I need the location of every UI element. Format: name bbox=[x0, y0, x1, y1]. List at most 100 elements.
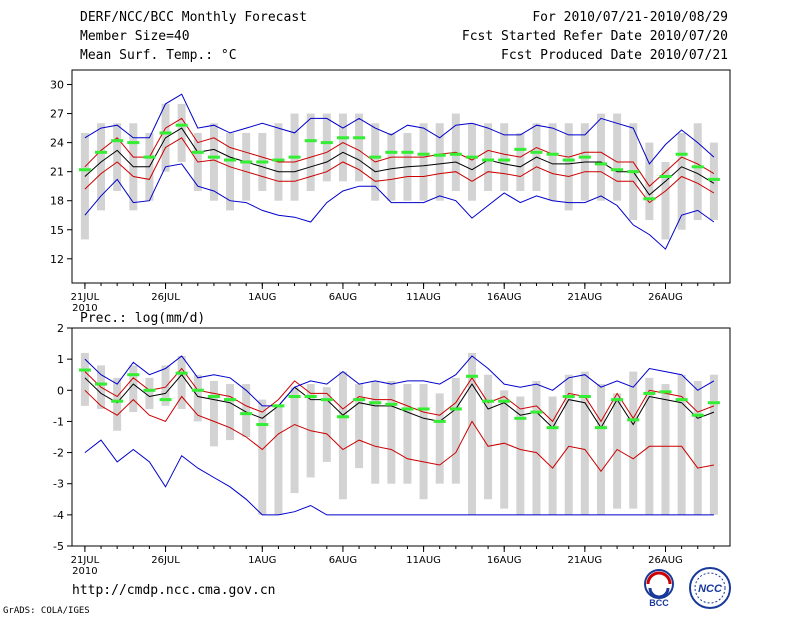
panel2-green-mark-38 bbox=[675, 398, 688, 402]
panel1-green-mark-22 bbox=[417, 152, 430, 156]
panel2-box-23 bbox=[435, 393, 444, 484]
panel2-box-5 bbox=[145, 377, 154, 409]
panel2-xtick-sublabel: 2010 bbox=[72, 566, 97, 577]
panel1-box-30 bbox=[548, 123, 557, 201]
chart-title: DERF/NCC/BCC Monthly Forecast bbox=[80, 10, 307, 25]
panel1-box-26 bbox=[484, 123, 493, 192]
panel2-green-mark-25 bbox=[465, 374, 478, 378]
panel2-box-4 bbox=[129, 365, 138, 413]
panel2-green-mark-27 bbox=[498, 399, 511, 403]
panel2-green-mark-2 bbox=[95, 382, 108, 386]
panel1-green-mark-25 bbox=[465, 155, 478, 159]
panel1-green-mark-3 bbox=[111, 139, 124, 143]
panel2-green-mark-13 bbox=[272, 404, 285, 408]
panel2-box-25 bbox=[467, 352, 476, 515]
panel1-box-9 bbox=[209, 123, 218, 201]
panel1-green-mark-15 bbox=[304, 139, 317, 143]
panel2-box-27 bbox=[500, 390, 509, 509]
panel1-green-mark-20 bbox=[385, 150, 398, 154]
panel1-green-mark-24 bbox=[449, 152, 462, 156]
panel1-green-mark-39 bbox=[691, 165, 704, 169]
panel2-box-34 bbox=[613, 393, 622, 509]
panel2-xtick-label: 21AUG bbox=[568, 555, 603, 566]
panel2-series-lower-red bbox=[84, 389, 714, 473]
panel2-box-16 bbox=[322, 387, 331, 462]
panel2-green-mark-31 bbox=[562, 395, 575, 399]
panel2-box-33 bbox=[596, 384, 605, 515]
panel2-ytick-label: -2 bbox=[53, 447, 64, 460]
panel2-xtick-label: 6AUG bbox=[329, 555, 357, 566]
panel2-xtick-label: 21JUL bbox=[71, 555, 100, 566]
grads-credit: GrADS: COLA/IGES bbox=[3, 606, 90, 616]
panel2-green-mark-28 bbox=[514, 416, 527, 420]
panel2-green-mark-24 bbox=[449, 407, 462, 411]
panel2-green-mark-18 bbox=[353, 398, 366, 402]
panel1-ytick-label: 24 bbox=[50, 137, 64, 150]
panel1-green-mark-33 bbox=[594, 162, 607, 166]
panel1-green-mark-1 bbox=[78, 168, 91, 172]
panel1-series-max bbox=[84, 93, 715, 165]
panel2-box-13 bbox=[274, 405, 283, 515]
panel1-green-mark-13 bbox=[272, 158, 285, 162]
panel1-box-40 bbox=[709, 142, 718, 221]
panel1-box-37 bbox=[661, 161, 670, 240]
member-size-label: Member Size=40 bbox=[80, 29, 190, 44]
panel2-green-mark-9 bbox=[207, 395, 220, 399]
panel2-xtick-label: 16AUG bbox=[487, 555, 522, 566]
panel2-green-mark-12 bbox=[256, 423, 269, 427]
panel2-green-mark-21 bbox=[401, 407, 414, 411]
bcc-logo: BCC bbox=[644, 569, 674, 608]
panel2-box-12 bbox=[258, 399, 267, 515]
panel1-box-3 bbox=[113, 123, 122, 192]
panel1-series-ensemble-mean bbox=[84, 127, 715, 196]
panel1-green-mark-34 bbox=[611, 168, 624, 172]
panel1-box-17 bbox=[338, 113, 347, 182]
panel2-box-3 bbox=[113, 377, 122, 431]
panel1-box-16 bbox=[322, 113, 331, 182]
panel2-green-mark-19 bbox=[369, 401, 382, 405]
panel2-green-mark-14 bbox=[288, 395, 301, 399]
panel1-green-mark-29 bbox=[530, 150, 543, 154]
panel2-green-mark-4 bbox=[127, 373, 140, 377]
panel1-box-34 bbox=[613, 113, 622, 201]
fcst-started-label: Fcst Started Refer Date 2010/07/20 bbox=[461, 29, 728, 44]
variable-label: Mean Surf. Temp.: °C bbox=[80, 48, 237, 63]
panel1-green-mark-10 bbox=[224, 158, 237, 162]
source-url[interactable]: http://cmdp.ncc.cma.gov.cn bbox=[72, 583, 276, 598]
forecast-period-label: For 2010/07/21-2010/08/29 bbox=[532, 10, 728, 25]
panel1-green-mark-17 bbox=[336, 136, 349, 140]
panel1-green-mark-11 bbox=[240, 160, 253, 164]
panel1-green-mark-27 bbox=[498, 158, 511, 162]
panel1-box-22 bbox=[419, 123, 428, 201]
panel2-green-mark-5 bbox=[143, 388, 156, 392]
panel2-box-31 bbox=[564, 374, 573, 515]
panel2-box-18 bbox=[355, 384, 364, 469]
panel2-box-20 bbox=[387, 380, 396, 484]
panel2-box-39 bbox=[693, 380, 702, 515]
panel1-green-mark-14 bbox=[288, 155, 301, 159]
panel2-green-mark-15 bbox=[304, 395, 317, 399]
panel2-green-mark-32 bbox=[578, 395, 591, 399]
panel1-xtick-label: 11AUG bbox=[406, 292, 441, 303]
panel1-box-33 bbox=[596, 113, 605, 201]
panel2-green-mark-16 bbox=[320, 398, 333, 402]
panel1-green-mark-12 bbox=[256, 160, 269, 164]
panel2-box-1 bbox=[80, 352, 89, 406]
panel1-green-mark-36 bbox=[643, 197, 656, 201]
panel2-green-mark-11 bbox=[240, 412, 253, 416]
bcc-logo-text: BCC bbox=[649, 598, 669, 608]
panel2-series-upper-red bbox=[84, 367, 715, 423]
panel1-box-25 bbox=[467, 123, 476, 201]
panel1-green-mark-4 bbox=[127, 141, 140, 145]
panel2-green-mark-26 bbox=[482, 399, 495, 403]
panel1-xtick-label: 21JUL bbox=[71, 292, 100, 303]
panel2-ytick-label: 1 bbox=[57, 353, 64, 366]
panel1-series-upper-red bbox=[84, 117, 715, 187]
panel2-ytick-label: -4 bbox=[53, 509, 64, 522]
panel1-green-mark-16 bbox=[320, 141, 333, 145]
panel1-box-23 bbox=[435, 123, 444, 201]
panel2-xtick-label: 1AUG bbox=[248, 555, 276, 566]
panel2-green-mark-23 bbox=[433, 419, 446, 423]
panel2-box-19 bbox=[371, 380, 380, 484]
